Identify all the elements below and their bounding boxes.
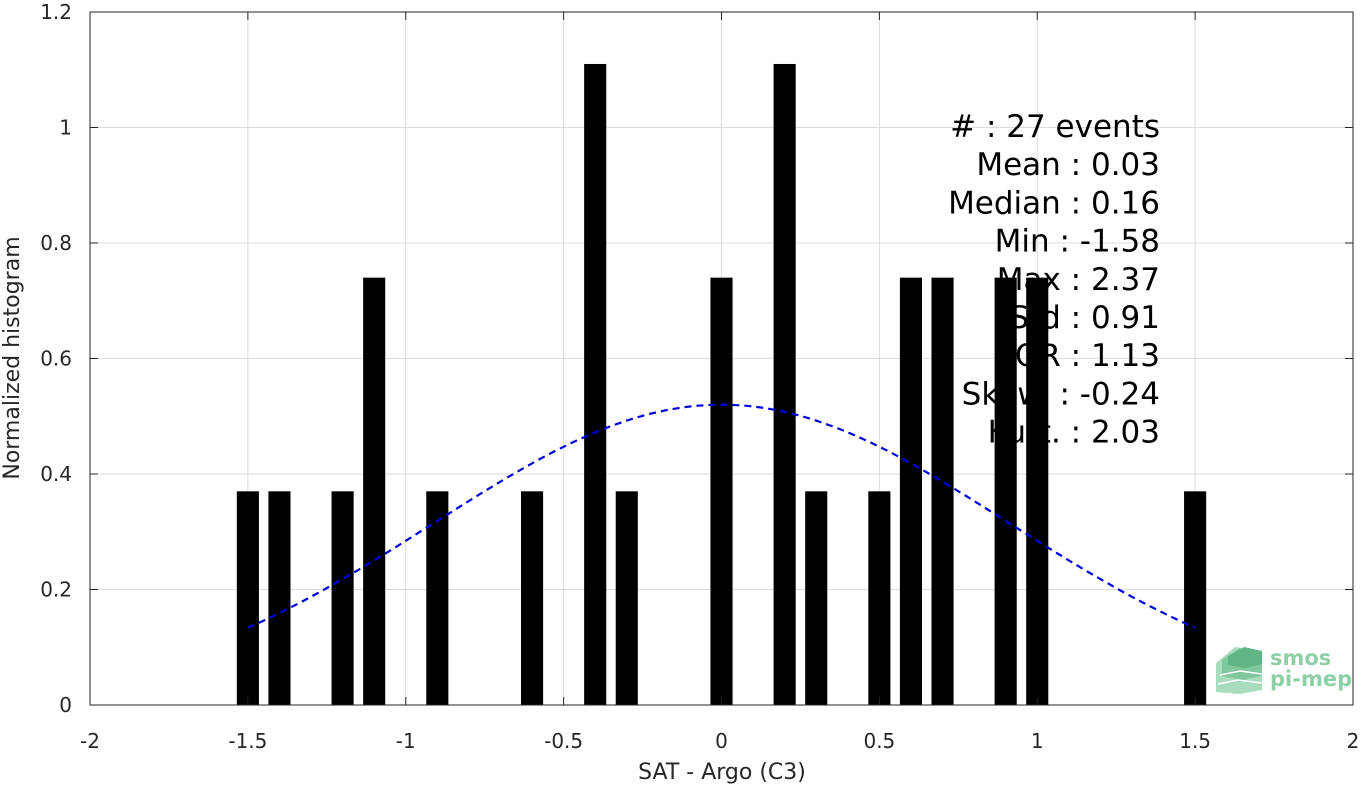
stats-line-4: Max : 2.37 <box>997 262 1160 298</box>
stats-line-5: Std : 0.91 <box>1009 300 1160 336</box>
y-tick-label-6: 1.2 <box>40 0 72 24</box>
bar-1 <box>268 491 291 705</box>
bar-12 <box>899 277 923 705</box>
logo-text-line1: smos <box>1270 646 1331 670</box>
stats-line-1: Mean : 0.03 <box>976 147 1160 183</box>
x-tick-label-1: -1.5 <box>228 729 267 753</box>
bar-16 <box>1184 491 1207 705</box>
x-tick-label-2: -1 <box>396 729 416 753</box>
y-tick-label-0: 0 <box>59 693 72 717</box>
normal-fit-curve <box>247 403 1196 629</box>
bar-6 <box>584 63 607 706</box>
x-tick-label-3: -0.5 <box>544 729 583 753</box>
x-tick-label-4: 0 <box>715 729 728 753</box>
bar-11 <box>868 491 891 705</box>
bar-3 <box>363 277 386 705</box>
bar-10 <box>805 491 828 705</box>
stats-line-3: Min : -1.58 <box>995 224 1160 260</box>
bar-13 <box>931 277 954 705</box>
smos-pi-mep-logo: smos pi-mep <box>1216 646 1352 694</box>
y-ticks: 0 0.2 0.4 0.6 0.8 1 1.2 <box>40 0 1353 717</box>
y-tick-label-5: 1 <box>59 116 72 140</box>
x-tick-label-5: 0.5 <box>863 729 895 753</box>
y-tick-label-1: 0.2 <box>40 578 72 602</box>
x-tick-label-0: -2 <box>80 729 100 753</box>
bars <box>236 63 1207 706</box>
stats-line-8: Kurt. : 2.03 <box>988 415 1160 451</box>
logo-text-line2: pi-mep <box>1270 667 1352 691</box>
logo-icon <box>1216 647 1263 694</box>
y-tick-label-4: 0.8 <box>40 231 72 255</box>
bar-8 <box>710 277 733 705</box>
stats-line-7: Skew. : -0.24 <box>962 376 1160 412</box>
x-tick-label-7: 1.5 <box>1179 729 1211 753</box>
bar-5 <box>520 491 544 705</box>
bar-15 <box>1026 277 1049 705</box>
y-tick-label-3: 0.6 <box>40 347 72 371</box>
bar-9 <box>773 63 796 706</box>
bar-0 <box>236 491 259 705</box>
stats-line-2: Median : 0.16 <box>948 185 1160 221</box>
y-axis-label: Normalized histogram <box>0 236 25 479</box>
bar-2 <box>331 491 354 705</box>
stats-line-0: # : 27 events <box>950 109 1160 145</box>
fit-curve-line <box>247 403 1196 629</box>
x-axis-label: SAT - Argo (C3) <box>638 760 806 785</box>
x-ticks: -2 -1.5 -1 -0.5 0 0.5 1 1.5 2 <box>80 12 1359 753</box>
bar-4 <box>426 491 449 705</box>
bar-14 <box>994 277 1017 705</box>
x-tick-label-6: 1 <box>1031 729 1044 753</box>
bar-7 <box>615 491 638 705</box>
stats-line-6: IQR : 1.13 <box>1006 338 1160 374</box>
y-tick-label-2: 0.4 <box>40 462 72 486</box>
x-tick-label-8: 2 <box>1347 729 1360 753</box>
